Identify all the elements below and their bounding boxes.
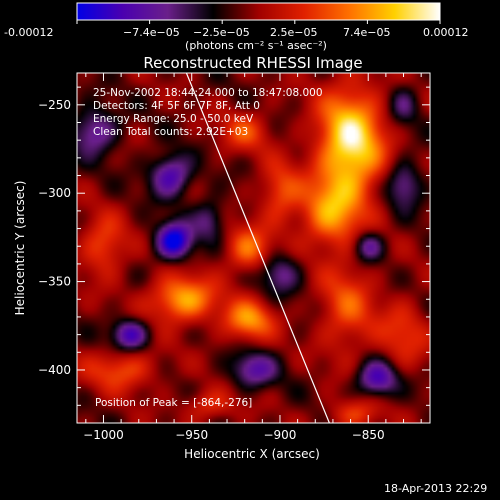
x-tick-label-3: −850	[352, 428, 385, 442]
heatmap-image	[77, 73, 430, 423]
annotation-energy-range: Energy Range: 25.0 - 50.0 keV	[93, 113, 254, 125]
annotation-counts: Clean Total counts: 2.92E+03	[93, 126, 248, 138]
colorbar-tick-label-0: -0.00012	[4, 26, 53, 39]
y-tick-label-2: −350	[38, 275, 71, 289]
chart-title: Reconstructed RHESSI Image	[143, 54, 362, 72]
colorbar-tick-label-3: 2.5e−05	[270, 26, 317, 39]
annotation-block: 25-Nov-2002 18:44:24.000 to 18:47:08.000…	[93, 87, 323, 409]
colorbar-tick-label-2: −2.5e−05	[193, 26, 250, 39]
y-axis: −250 −300 −350 −400	[38, 86, 430, 406]
annotation-time-range: 25-Nov-2002 18:44:24.000 to 18:47:08.000	[93, 87, 323, 99]
colorbar-ticks	[76, 20, 441, 24]
solar-limb-line	[185, 73, 330, 423]
y-tick-label-3: −400	[38, 363, 71, 377]
colorbar-unit-label: (photons cm⁻² s⁻¹ asec⁻²)	[185, 39, 327, 52]
annotation-detectors: Detectors: 4F 5F 6F 7F 8F, Att 0	[93, 100, 260, 112]
colorbar-tick-label-4: 7.4e−05	[343, 26, 390, 39]
y-axis-label: Heliocentric Y (arcsec)	[13, 181, 27, 316]
y-tick-label-1: −300	[38, 186, 71, 200]
colorbar	[76, 2, 441, 21]
plot-frame	[76, 72, 431, 424]
x-axis: −1000 −950 −900 −850	[83, 73, 422, 442]
x-tick-label-1: −950	[175, 428, 208, 442]
annotation-peak-position: Position of Peak = [-864,-276]	[95, 397, 252, 409]
x-tick-label-0: −1000	[83, 428, 124, 442]
colorbar-tick-label-5: 0.00012	[423, 26, 469, 39]
timestamp: 18-Apr-2013 22:29	[384, 482, 488, 495]
x-tick-label-2: −900	[263, 428, 296, 442]
y-tick-label-0: −250	[38, 98, 71, 112]
x-axis-label: Heliocentric X (arcsec)	[184, 447, 320, 461]
colorbar-tick-label-1: −7.4e−05	[123, 26, 180, 39]
